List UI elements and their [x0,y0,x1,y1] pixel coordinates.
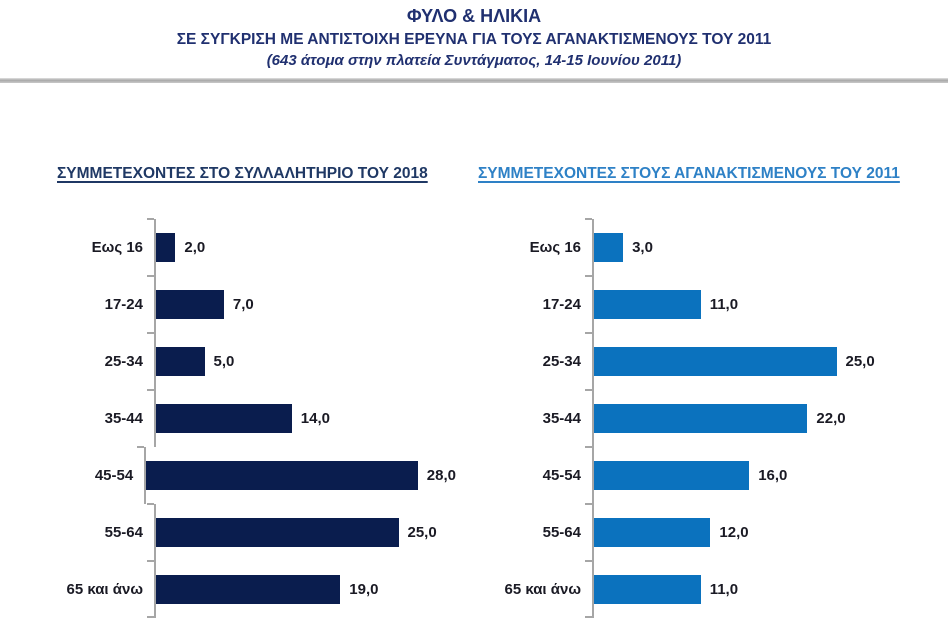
value-label: 16,0 [758,467,788,484]
value-label: 14,0 [300,410,330,427]
bar-area: 22,0 [585,389,940,447]
chart-row: 35-44 14,0 [57,389,456,447]
chart-row: 35-44 22,0 [478,389,940,447]
bar [594,461,750,490]
bar [594,233,624,262]
category-label: Εως 16 [91,239,143,256]
bar [156,290,224,319]
value-label: 11,0 [709,296,739,313]
bar-area: 14,0 [147,389,456,447]
value-label: 5,0 [213,353,235,370]
category-label: 45-54 [542,467,581,484]
value-label: 25,0 [407,524,437,541]
bar-area: 19,0 [147,560,456,618]
category-label: 35-44 [542,410,581,427]
bar [156,575,341,604]
bar-area: 28,0 [137,446,456,504]
bar [594,404,808,433]
chart-2018-title: ΣΥΜΜΕΤΕΧΟΝΤΕΣ ΣΤΟ ΣΥΛΛΑΛΗΤΗΡΙΟ ΤΟΥ 2018 [57,165,428,182]
bar [156,404,292,433]
bar [156,347,205,376]
category-label: 65 και άνω [504,581,581,598]
bar [594,290,701,319]
bar-area: 25,0 [147,503,456,561]
chart-row: 17-24 7,0 [57,275,456,333]
bar [146,461,418,490]
bar [156,518,399,547]
category-label: 25-34 [104,353,143,370]
value-label: 3,0 [632,239,653,256]
value-label: 7,0 [232,296,254,313]
bar [156,233,176,262]
value-label: 12,0 [719,524,749,541]
category-label: 25-34 [542,353,581,370]
bar-area: 7,0 [147,275,456,333]
chart-2018-rows: Εως 16 2,0 17-24 7,0 25-34 5,0 35-44 14,0 45-54 2… [57,218,456,618]
bar [594,575,701,604]
value-label: 22,0 [816,410,846,427]
bar-area: 11,0 [585,560,940,618]
bar-area: 16,0 [585,446,940,504]
chart-row: Εως 16 3,0 [478,218,940,276]
category-label: 55-64 [104,524,143,541]
category-label: 35-44 [104,410,143,427]
category-label: 45-54 [94,467,134,484]
chart-row: Εως 16 2,0 [57,218,456,276]
charts-container: ΣΥΜΜΕΤΕΧΟΝΤΕΣ ΣΤΟ ΣΥΛΛΑΛΗΤΗΡΙΟ ΤΟΥ 2018 … [0,165,948,618]
chart-row: 55-64 25,0 [57,503,456,561]
bar-area: 3,0 [585,218,940,276]
category-label: 17-24 [542,296,581,313]
category-label: Εως 16 [529,239,581,256]
bar-area: 2,0 [147,218,456,276]
value-label: 11,0 [709,581,739,598]
page-subtitle: ΣΕ ΣΥΓΚΡΙΣΗ ΜΕ ΑΝΤΙΣΤΟΙΧΗ ΕΡΕΥΝΑ ΓΙΑ ΤΟΥ… [176,31,772,48]
value-label: 28,0 [426,467,456,484]
bar-area: 25,0 [585,332,940,390]
chart-row: 25-34 5,0 [57,332,456,390]
page-title: ΦΥΛΟ & ΗΛΙΚΙΑ [406,6,542,26]
value-label: 2,0 [184,239,206,256]
chart-2011-rows: Εως 16 3,0 17-24 11,0 25-34 25,0 35-44 22,0 45-5… [478,218,940,618]
chart-2011: ΣΥΜΜΕΤΕΧΟΝΤΕΣ ΣΤΟΥΣ ΑΓΑΝΑΚΤΙΣΜΕΝΟΥΣ ΤΟΥ … [478,165,940,618]
chart-row: 45-54 16,0 [478,446,940,504]
chart-row: 55-64 12,0 [478,503,940,561]
chart-row: 65 και άνω 19,0 [57,560,456,618]
value-label: 25,0 [845,353,875,370]
chart-2018: ΣΥΜΜΕΤΕΧΟΝΤΕΣ ΣΤΟ ΣΥΛΛΑΛΗΤΗΡΙΟ ΤΟΥ 2018 … [57,165,456,618]
bar-area: 11,0 [585,275,940,333]
header-divider [0,78,948,83]
bar-area: 12,0 [585,503,940,561]
report-header: ΦΥΛΟ & ΗΛΙΚΙΑ ΣΕ ΣΥΓΚΡΙΣΗ ΜΕ ΑΝΤΙΣΤΟΙΧΗ … [0,0,948,70]
value-label: 19,0 [349,581,379,598]
category-label: 55-64 [542,524,581,541]
category-label: 17-24 [104,296,143,313]
bar [594,347,837,376]
chart-row: 45-54 28,0 [57,446,456,504]
bar [594,518,711,547]
chart-row: 25-34 25,0 [478,332,940,390]
chart-2011-title: ΣΥΜΜΕΤΕΧΟΝΤΕΣ ΣΤΟΥΣ ΑΓΑΝΑΚΤΙΣΜΕΝΟΥΣ ΤΟΥ … [478,165,900,182]
page-note: (643 άτομα στην πλατεία Συντάγματος, 14-… [266,52,682,69]
category-label: 65 και άνω [66,581,143,598]
bar-area: 5,0 [147,332,456,390]
chart-row: 65 και άνω 11,0 [478,560,940,618]
chart-row: 17-24 11,0 [478,275,940,333]
